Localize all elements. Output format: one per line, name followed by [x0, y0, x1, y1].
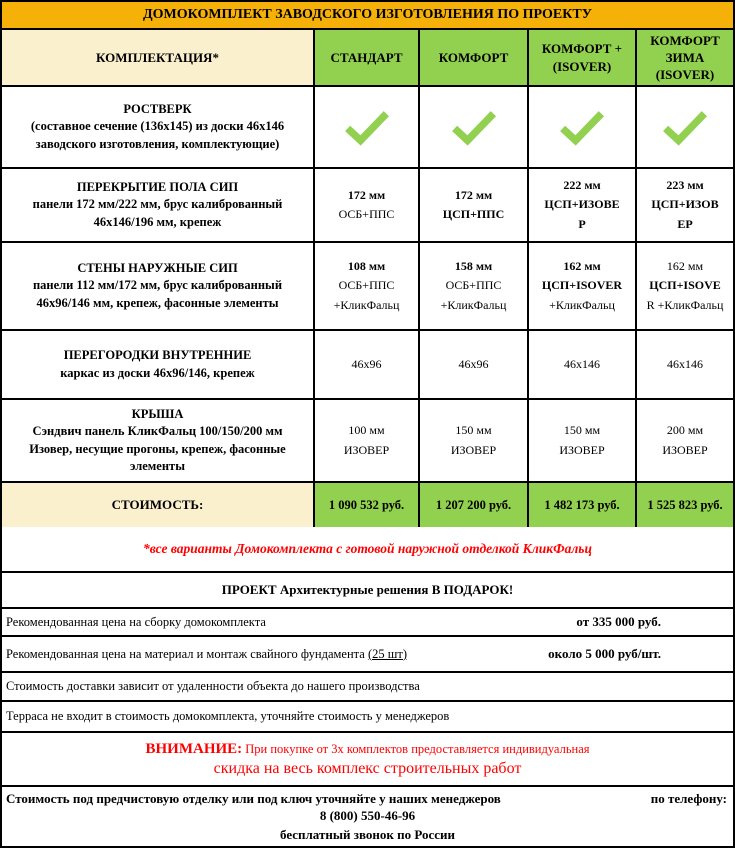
- table-row-krysha: КРЫША Сэндвич панель КликФальц 100/150/20…: [2, 400, 733, 483]
- column-header-plan-4: КОМФОРТ ЗИМА (ISOVER): [635, 30, 733, 85]
- terrace-note-row: Терраса не входит в стоимость домокомпле…: [2, 702, 733, 733]
- value-cell: 46х146: [635, 331, 733, 398]
- contact-line1: Стоимость под предчистовую отделку или п…: [6, 790, 501, 806]
- column-header-plan-1: СТАНДАРТ: [313, 30, 418, 85]
- assembly-label: Рекомендованная цена на сборку домокомпл…: [6, 614, 266, 629]
- value-cell: 162 мм ЦСП+ISOVE R +КликФальц: [635, 243, 733, 329]
- check-cell: [635, 87, 733, 167]
- price-row-label: СТОИМОСТЬ:: [2, 483, 313, 527]
- checkmark-icon: [663, 110, 708, 146]
- value-cell: 222 мм ЦСП+ИЗОВЕ Р: [527, 169, 635, 241]
- sheet-title-bar: ДОМОКОМПЛЕКТ ЗАВОДСКОГО ИЗГОТОВЛЕНИЯ ПО …: [2, 2, 733, 30]
- value-cell: 223 мм ЦСП+ИЗОВ ЕР: [635, 169, 733, 241]
- check-cell: [313, 87, 418, 167]
- price-value-cell: 1 482 173 руб.: [527, 483, 635, 527]
- price-value-cell: 1 090 532 руб.: [313, 483, 418, 527]
- foundation-count: (25 шт): [367, 646, 407, 661]
- row-label-steny-naruzhnye: СТЕНЫ НАРУЖНЫЕ СИП панели 112 мм/172 мм, …: [32, 260, 283, 310]
- value-cell: 150 мм ИЗОВЕР: [527, 400, 635, 481]
- delivery-note-row: Стоимость доставки зависит от удаленност…: [2, 673, 733, 702]
- checkmark-icon: [344, 110, 389, 146]
- foundation-label: Рекомендованная цена на материал и монта…: [6, 646, 368, 661]
- delivery-note: Стоимость доставки зависит от удаленност…: [6, 679, 420, 693]
- table-row-perekrytie-pola: ПЕРЕКРЫТИЕ ПОЛА СИП панели 172 мм/222 мм,…: [2, 169, 733, 243]
- plan-header-row: КОМПЛЕКТАЦИЯ* СТАНДАРТ КОМФОРТ КОМФОРТ + (I…: [2, 30, 733, 87]
- value-cell: 158 мм ОСБ+ППС +КликФальц: [418, 243, 527, 329]
- value-cell: 46х146: [527, 331, 635, 398]
- attention-line2: скидка на весь комплекс строительных раб…: [213, 759, 522, 777]
- sheet-title: ДОМОКОМПЛЕКТ ЗАВОДСКОГО ИЗГОТОВЛЕНИЯ ПО …: [143, 7, 592, 22]
- value-cell: 150 мм ИЗОВЕР: [418, 400, 527, 481]
- attention-prefix: ВНИМАНИЕ:: [145, 740, 243, 757]
- table-row-rostverk: РОСТВЕРК (составное сечение (136х145) из …: [2, 87, 733, 169]
- value-cell: 46х96: [418, 331, 527, 398]
- price-value-cell: 1 525 823 руб.: [635, 483, 733, 527]
- value-cell: 46х96: [313, 331, 418, 398]
- row-label-perekrytie-pola: ПЕРЕКРЫТИЕ ПОЛА СИП панели 172 мм/222 мм,…: [32, 179, 283, 229]
- contact-phone: 8 (800) 550-46-96: [319, 807, 416, 823]
- value-cell: 172 мм ЦСП+ППС: [418, 169, 527, 241]
- assembly-value: от 335 000 руб.: [576, 614, 661, 629]
- gift-row: ПРОЕКТ Архитектурные решения В ПОДАРОК!: [2, 573, 733, 609]
- footnote-text: *все варианты Домокомплекта с готовой на…: [143, 541, 592, 556]
- table-row-price: СТОИМОСТЬ: 1 090 532 руб. 1 207 200 руб. 1 …: [2, 483, 733, 527]
- attention-row: ВНИМАНИЕ: При покупке от 3х комплектов п…: [2, 733, 733, 787]
- contact-row: Стоимость под предчистовую отделку или п…: [2, 787, 733, 846]
- contact-line3: бесплатный звонок по России: [279, 826, 455, 842]
- column-header-plan-2: КОМФОРТ: [418, 30, 527, 85]
- column-header-komplektacija: КОМПЛЕКТАЦИЯ*: [2, 30, 313, 85]
- terrace-note: Терраса не входит в стоимость домокомпле…: [6, 709, 450, 723]
- row-label-peregorodki: ПЕРЕГОРОДКИ ВНУТРЕННИЕ каркас из доски 46…: [60, 348, 255, 380]
- footnote-row: *все варианты Домокомплекта с готовой на…: [2, 527, 733, 573]
- gift-text: ПРОЕКТ Архитектурные решения В ПОДАРОК!: [221, 582, 514, 597]
- attention-line1: При покупке от 3х комплектов предоставля…: [242, 741, 590, 756]
- row-label-krysha: КРЫША Сэндвич панель КликФальц 100/150/20…: [29, 406, 286, 474]
- contact-line1-right: по телефону:: [650, 790, 727, 806]
- value-cell: 100 мм ИЗОВЕР: [313, 400, 418, 481]
- value-cell: 162 мм ЦСП+ISOVER +КликФальц: [527, 243, 635, 329]
- table-body: РОСТВЕРК (составное сечение (136х145) из …: [2, 87, 733, 527]
- checkmark-icon: [560, 110, 605, 146]
- checkmark-icon: [451, 110, 496, 146]
- row-label-rostverk: РОСТВЕРК (составное сечение (136х145) из …: [30, 101, 285, 151]
- column-header-plan-3: КОМФОРТ + (ISOVER): [527, 30, 635, 85]
- table-row-steny-naruzhnye: СТЕНЫ НАРУЖНЫЕ СИП панели 112 мм/172 мм, …: [2, 243, 733, 331]
- foundation-value: около 5 000 руб/шт.: [548, 646, 661, 661]
- value-cell: 200 мм ИЗОВЕР: [635, 400, 733, 481]
- assembly-price-row: Рекомендованная цена на сборку домокомпл…: [2, 609, 733, 637]
- check-cell: [527, 87, 635, 167]
- value-cell: 108 мм ОСБ+ППС +КликФальц: [313, 243, 418, 329]
- check-cell: [418, 87, 527, 167]
- price-value-cell: 1 207 200 руб.: [418, 483, 527, 527]
- value-cell: 172 мм ОСБ+ППС: [313, 169, 418, 241]
- table-row-peregorodki: ПЕРЕГОРОДКИ ВНУТРЕННИЕ каркас из доски 46…: [2, 331, 733, 400]
- foundation-price-row: Рекомендованная цена на материал и монта…: [2, 637, 733, 673]
